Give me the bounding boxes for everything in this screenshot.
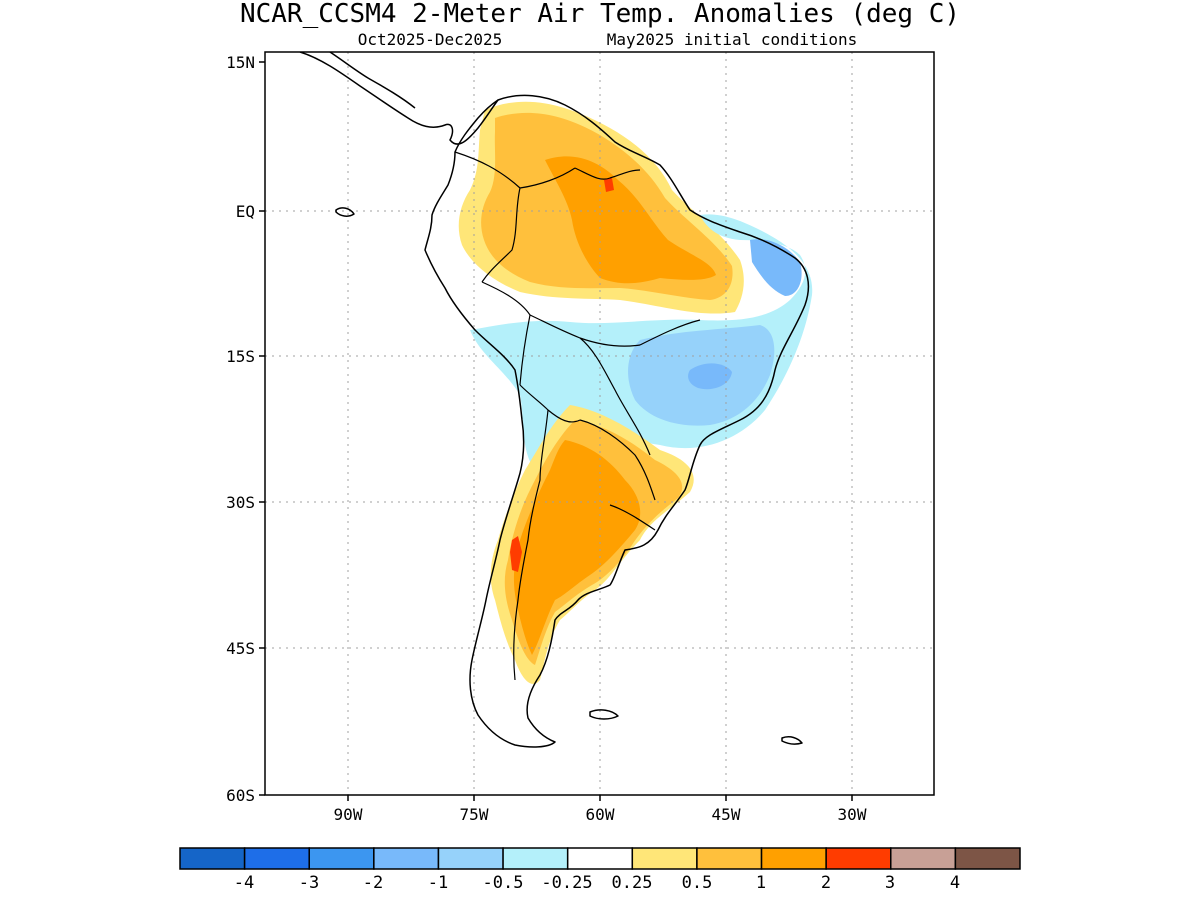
lat-label-15n: 15N [226,53,255,72]
colorbar-swatch [502,847,569,870]
lon-labels: 90W 75W 60W 45W 30W [334,805,867,824]
lat-label-15s: 15S [226,347,255,366]
colorbar-swatch [437,847,504,870]
falkland-islands [589,709,619,720]
lon-label-60w: 60W [586,805,615,824]
lon-axis [347,795,853,801]
colorbar-label-m025: -0.25 [541,873,592,893]
colorbar-label-p1: 1 [756,873,766,893]
map-plot-area [264,51,935,796]
colorbar-swatch [243,847,310,870]
cool-anomaly-central-2 [688,363,732,390]
colorbar-label-p05: 0.5 [682,873,713,893]
central-america-coast [299,52,499,145]
colorbar-swatch [566,847,634,870]
figure-title: NCAR_CCSM4 2-Meter Air Temp. Anomalies (… [240,0,960,29]
colorbar-label-m1: -1 [428,873,448,893]
lon-label-45w: 45W [712,805,741,824]
lat-labels: 15N EQ 15S 30S 45S 60S [226,53,255,805]
colorbar-swatch [696,847,763,870]
lat-label-45s: 45S [226,639,255,658]
anomaly-shading [458,101,813,684]
lat-label-30s: 30S [226,493,255,512]
colorbar: -4 -3 -2 -1 -0.5 -0.25 0.25 0.5 1 2 3 4 [179,847,1021,893]
lat-axis [259,61,265,796]
lon-label-30w: 30W [838,805,867,824]
colorbar-label-m3: -3 [299,873,319,893]
warm-anomaly-north-3 [604,178,614,192]
warm-anomaly-north-2 [545,156,716,284]
colorbar-swatch [890,847,957,870]
lon-label-90w: 90W [334,805,363,824]
colorbar-label-m2: -2 [363,873,383,893]
colorbar-swatch [954,847,1021,870]
initial-conditions: May2025 initial conditions [607,30,857,49]
coastlines [299,52,810,748]
colorbar-label-m05: -0.5 [483,873,524,893]
colorbar-swatch [179,847,246,870]
south-georgia [781,736,803,745]
colorbar-swatches [179,847,1021,870]
country-borders [454,151,701,681]
colorbar-swatch [373,847,440,870]
colorbar-swatch [760,847,827,870]
lat-label-eq: EQ [236,202,255,221]
lat-label-60s: 60S [226,786,255,805]
galapagos-islands [335,207,355,217]
colorbar-label-p025: 0.25 [612,873,653,893]
warm-anomaly-south-3 [510,536,522,572]
warm-anomaly-south-2 [513,440,641,655]
colorbar-swatch [825,847,892,870]
colorbar-label-p3: 3 [885,873,895,893]
graticule [265,52,934,795]
colorbar-swatch [308,847,375,870]
colorbar-label-p4: 4 [950,873,960,893]
south-america-coast [424,94,810,748]
lon-label-75w: 75W [460,805,489,824]
colorbar-labels: -4 -3 -2 -1 -0.5 -0.25 0.25 0.5 1 2 3 4 [234,873,960,893]
colorbar-swatch [631,847,698,870]
colorbar-label-p2: 2 [821,873,831,893]
forecast-period: Oct2025-Dec2025 [358,30,503,49]
colorbar-label-m4: -4 [234,873,254,893]
